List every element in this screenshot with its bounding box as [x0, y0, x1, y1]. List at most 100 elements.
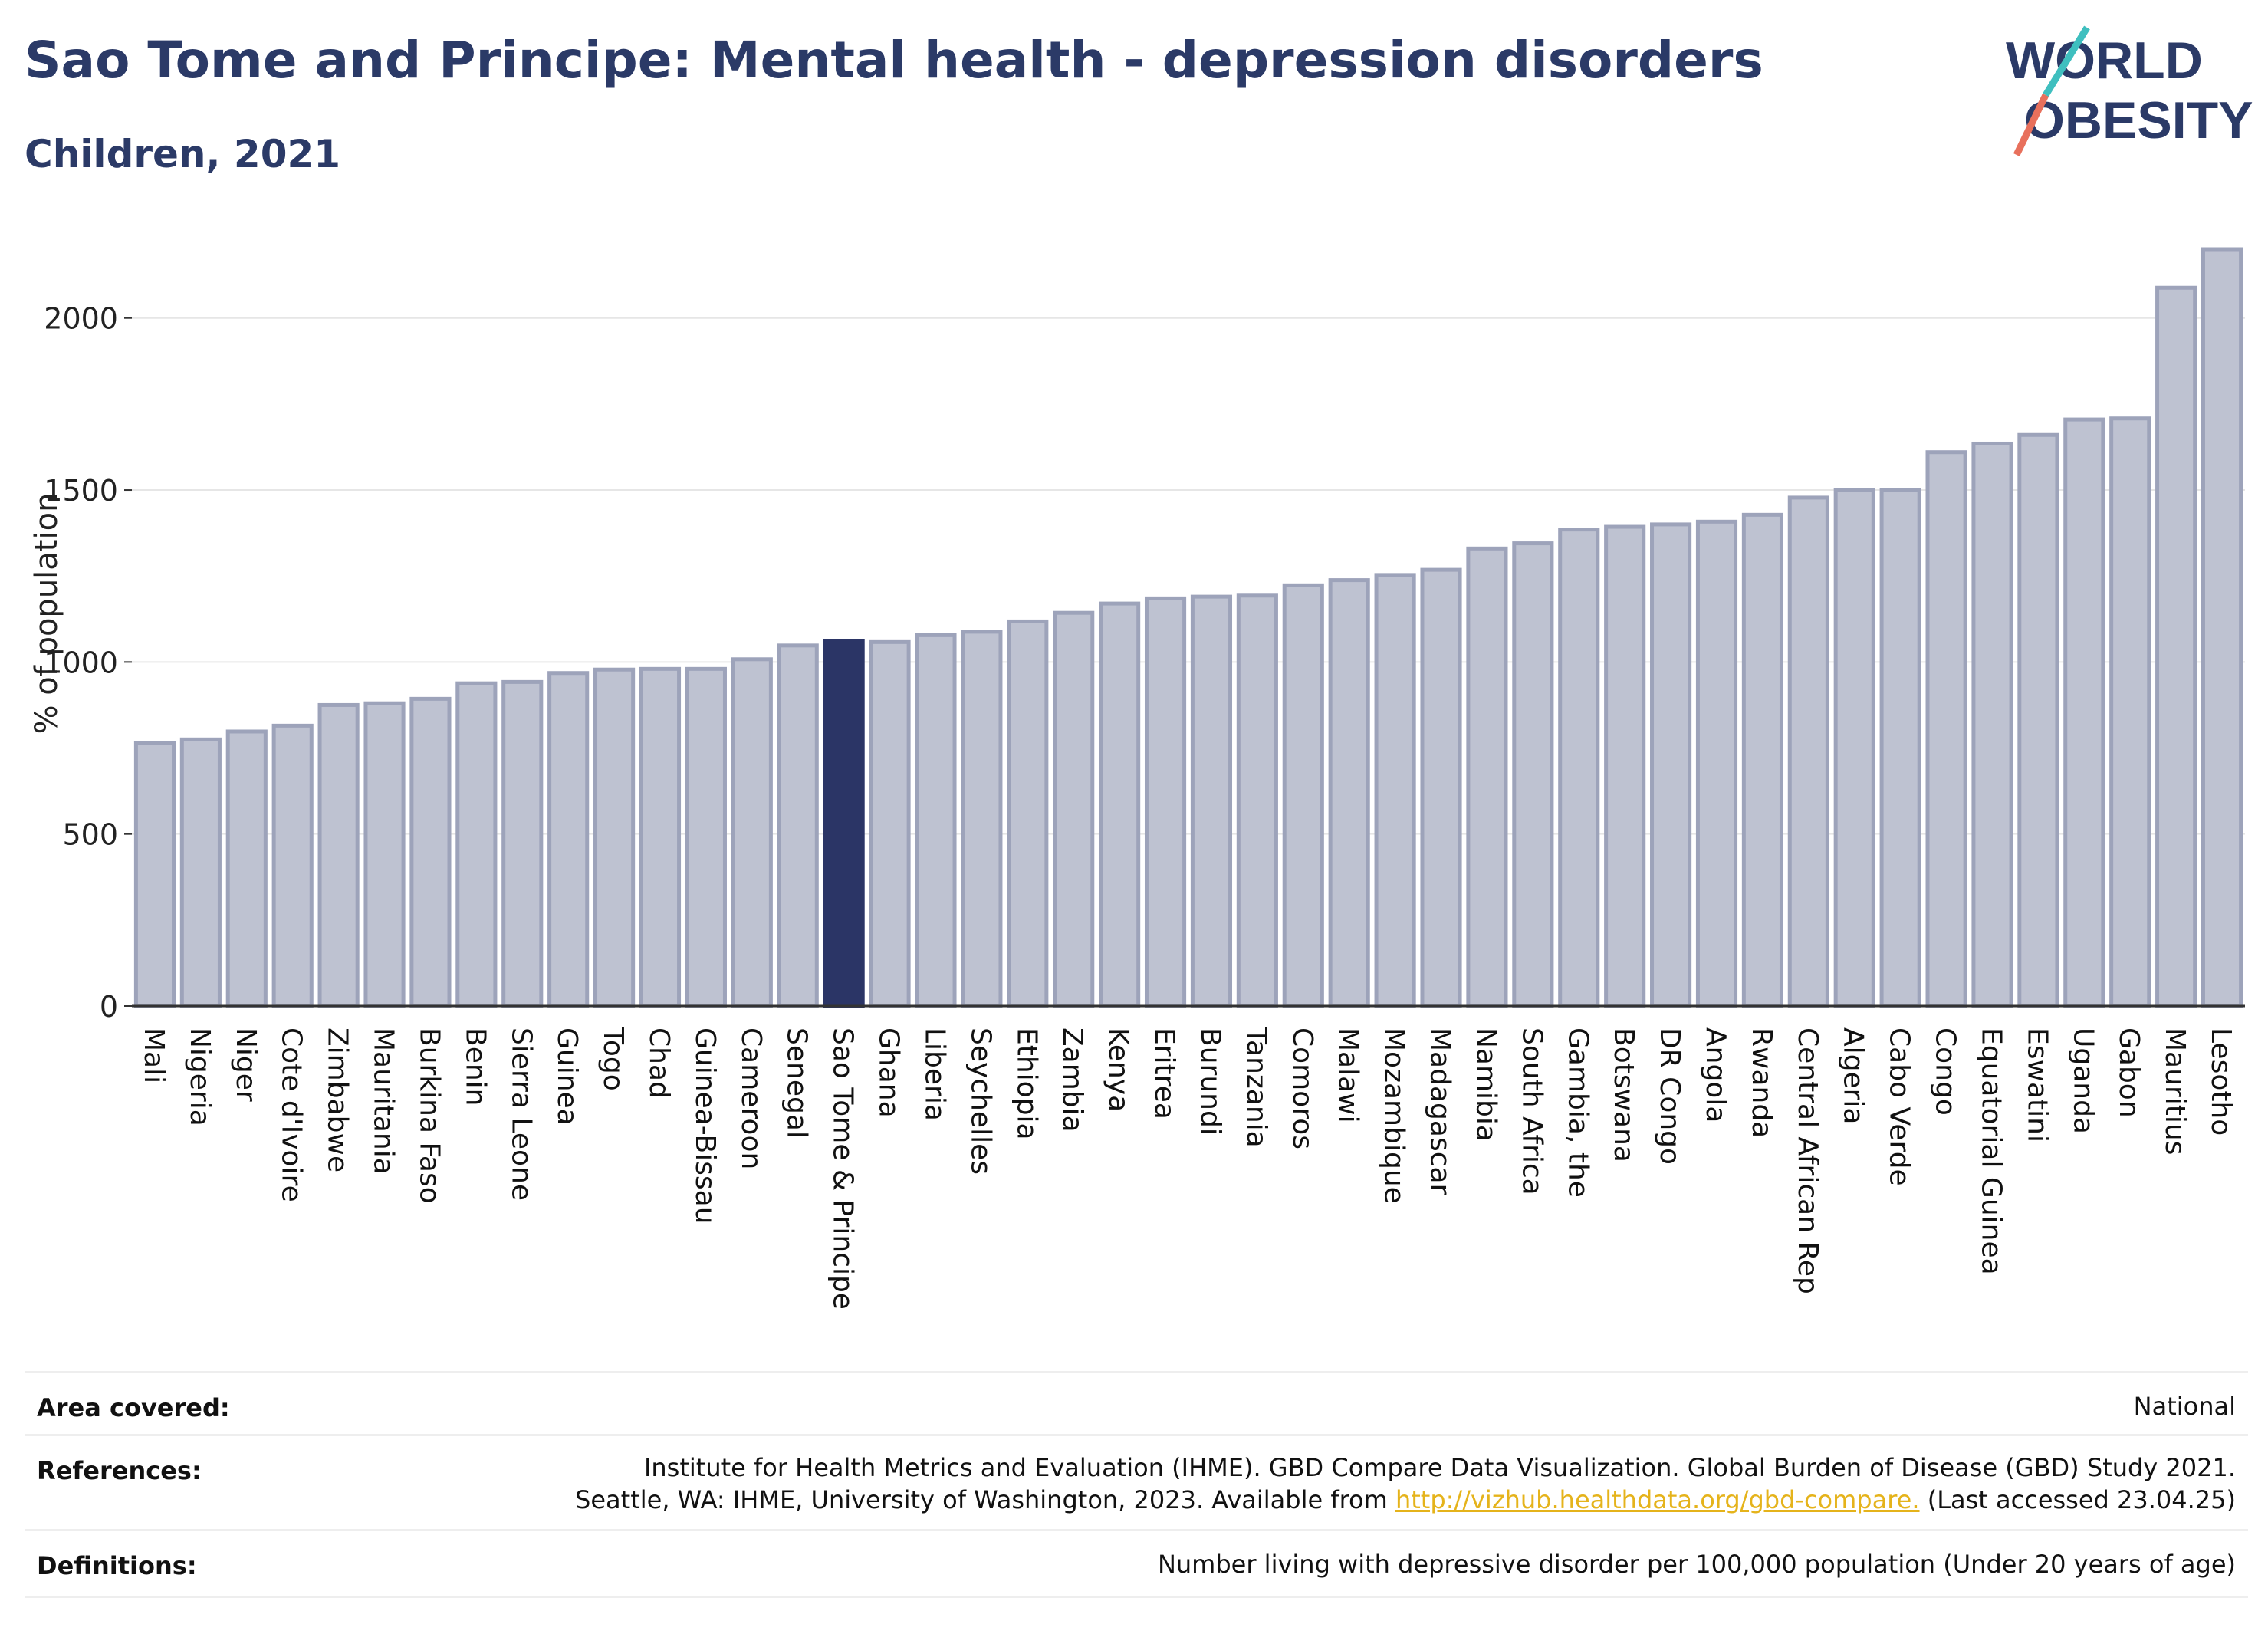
bar [1190, 594, 1233, 1008]
x-tick-label: Gabon [2113, 1027, 2145, 1118]
x-tick-label: Ghana [873, 1027, 905, 1118]
bar [2063, 417, 2105, 1008]
x-tick-label: Sierra Leone [505, 1027, 537, 1201]
references-prefix: Seattle, WA: IHME, University of Washing… [575, 1485, 1395, 1514]
x-tick-label: Burkina Faso [413, 1027, 445, 1204]
x-tick-label: Rwanda [1746, 1027, 1777, 1138]
x-tick-label: Zimbabwe [322, 1027, 353, 1172]
references-link[interactable]: http://vizhub.healthdata.org/gbd-compare… [1395, 1485, 1920, 1514]
x-tick-label: DR Congo [1654, 1027, 1685, 1165]
area-value: National [2133, 1392, 2236, 1421]
axes: 0 500 1000 1500 2000 Mali Nigeria Niger Cote d'I… [44, 302, 2245, 1310]
world-obesity-logo: WORLD OBESITY [2006, 25, 2253, 156]
x-tick-label: Botswana [1608, 1027, 1639, 1162]
bar [639, 666, 682, 1008]
bar [1833, 488, 1875, 1008]
chart-subtitle: Children, 2021 [25, 132, 341, 176]
footer-area-row: Area covered: National [25, 1371, 2248, 1436]
bar [225, 729, 268, 1008]
x-tick-label: Burundi [1195, 1027, 1226, 1136]
bar [317, 702, 360, 1008]
x-tick-label: Guinea [551, 1027, 583, 1126]
x-tick-label: Mali [138, 1027, 169, 1083]
bar [133, 741, 176, 1008]
bar [2109, 416, 2151, 1008]
bar [1328, 578, 1370, 1008]
x-tick-label: Seychelles [965, 1027, 996, 1175]
y-tick-label: 1500 [44, 474, 118, 508]
bar [1971, 441, 2013, 1008]
bar [2017, 432, 2059, 1008]
x-tick-label: Liberia [919, 1027, 950, 1121]
bar [1144, 596, 1187, 1008]
bar [593, 667, 636, 1008]
bar [1650, 522, 1692, 1008]
x-tick-label: Uganda [2067, 1027, 2099, 1134]
x-tick-label: Mauritania [368, 1027, 399, 1175]
x-tick-label: Nigeria [184, 1027, 215, 1126]
x-tick-label: Comoros [1287, 1027, 1318, 1149]
x-tick-label: Congo [1930, 1027, 1961, 1116]
area-label: Area covered: [37, 1393, 230, 1422]
x-tick-label: Lesotho [2205, 1027, 2237, 1136]
bar [1053, 610, 1095, 1008]
bar [409, 696, 452, 1008]
x-tick-label: Chad [643, 1027, 675, 1099]
y-tick-label: 1000 [44, 646, 118, 679]
definitions-label: Definitions: [37, 1551, 197, 1580]
bar [455, 681, 498, 1008]
x-tick-label: Equatorial Guinea [1975, 1027, 2007, 1275]
x-tick-label: Benin [459, 1027, 491, 1106]
bar [1420, 567, 1462, 1008]
bar [2155, 285, 2197, 1008]
bar [2201, 247, 2243, 1008]
bar [1007, 619, 1049, 1008]
footer-definitions-row: Definitions: Number living with depressi… [25, 1529, 2248, 1598]
bars [133, 247, 2243, 1008]
x-tick-label: Ethiopia [1011, 1027, 1042, 1140]
x-tick-label: Eritrea [1149, 1027, 1180, 1119]
bar [1374, 573, 1416, 1008]
bar [547, 671, 590, 1008]
bar-highlighted [823, 639, 865, 1008]
references-suffix: (Last accessed 23.04.25) [1919, 1485, 2236, 1514]
x-tick-label: Tanzania [1241, 1027, 1272, 1148]
bar [1466, 546, 1508, 1008]
bar [363, 701, 406, 1008]
x-tick-label: Niger [230, 1027, 261, 1102]
x-tick-label: Namibia [1470, 1027, 1501, 1142]
x-tick-label: Eswatini [2021, 1027, 2053, 1142]
x-tick-label: Guinea-Bissau [689, 1027, 721, 1225]
x-tick-label: Malawi [1333, 1027, 1364, 1123]
bar [961, 630, 1003, 1008]
x-tick-label: Sao Tome & Principe [827, 1027, 859, 1310]
x-tick-label: Mauritius [2159, 1027, 2191, 1155]
bar [271, 723, 314, 1008]
bar [179, 737, 222, 1008]
bar [1282, 583, 1324, 1008]
y-tick-label: 0 [100, 990, 118, 1024]
x-tick-label: Mozambique [1379, 1027, 1410, 1204]
bar [869, 639, 911, 1008]
x-tick-label: Algeria [1838, 1027, 1869, 1125]
references-label: References: [37, 1456, 202, 1485]
bar-chart: 0 500 1000 1500 2000 Mali Nigeria Niger Cote d'I… [29, 247, 2245, 1310]
bar [1558, 528, 1600, 1008]
bar [1236, 593, 1278, 1008]
bar [1695, 519, 1738, 1008]
x-tick-label: Zambia [1057, 1027, 1088, 1133]
bar [777, 643, 819, 1008]
footer-references-row: References: Institute for Health Metrics… [25, 1434, 2248, 1531]
logo-slash-coral [2013, 94, 2049, 156]
bar [915, 633, 957, 1008]
y-tick-label: 2000 [44, 302, 118, 336]
bar [1512, 541, 1554, 1008]
bar [1099, 601, 1141, 1008]
x-tick-label: Madagascar [1425, 1027, 1456, 1195]
y-tick-label: 500 [62, 818, 118, 852]
x-tick-label: Kenya [1103, 1027, 1134, 1112]
chart-title: Sao Tome and Principe: Mental health - d… [25, 31, 1763, 90]
logo-line-2: OBESITY [2024, 91, 2253, 150]
bar [1879, 488, 1921, 1008]
x-tick-label: Central African Rep [1792, 1027, 1823, 1294]
